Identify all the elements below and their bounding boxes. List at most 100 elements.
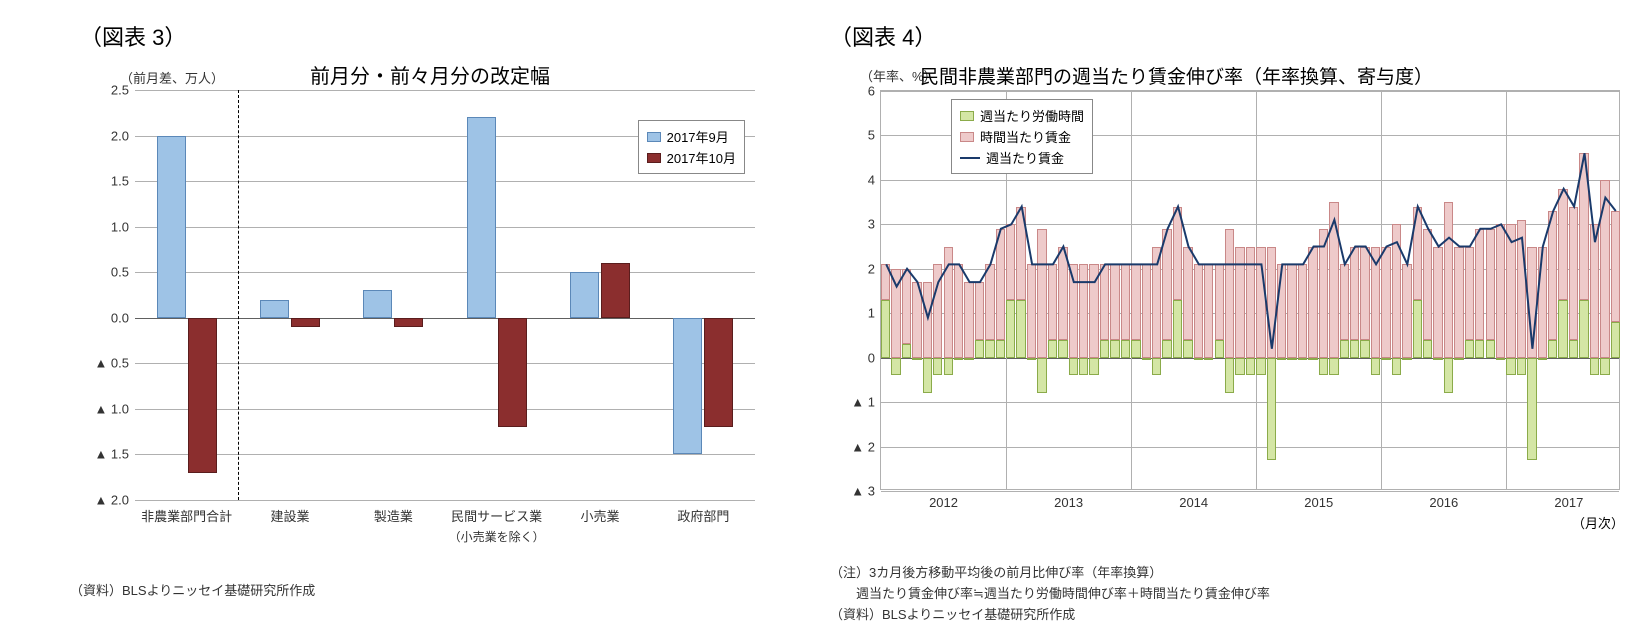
legend-label: 週当たり労働時間	[980, 106, 1084, 125]
chart-4-bar	[881, 264, 890, 300]
chart-4-bar	[1037, 358, 1046, 394]
chart-4-x-axis-label: （月次）	[1572, 513, 1624, 532]
chart-3-bar	[157, 136, 186, 318]
chart-4-bar	[1152, 247, 1161, 358]
chart-4-year-label: 2013	[1054, 489, 1083, 510]
chart-4-bar	[1454, 247, 1463, 358]
chart-4-ytick: ▲ 3	[851, 484, 881, 499]
chart-3-bar	[570, 272, 599, 318]
chart-4-bar	[954, 358, 963, 360]
chart-4-bar	[912, 282, 921, 358]
chart-4-bar	[1235, 247, 1244, 358]
chart-4-bar	[1027, 358, 1036, 360]
chart-4-bar	[1506, 224, 1515, 357]
chart-4-bar	[1131, 264, 1140, 340]
chart-3-ytick: ▲ 1.5	[94, 447, 135, 462]
chart-4-bar	[1142, 264, 1151, 357]
chart-4-bar	[1381, 247, 1390, 358]
chart-4-bar	[1277, 358, 1286, 360]
chart-4-bar	[1558, 300, 1567, 358]
chart-4-bar	[1371, 358, 1380, 376]
chart-4-ytick: 6	[868, 84, 881, 99]
chart-4-bar	[985, 340, 994, 358]
chart-4-bar	[1016, 207, 1025, 300]
chart-4-bar	[1590, 358, 1599, 376]
chart-4-bar	[1183, 247, 1192, 340]
chart-3-bar	[188, 318, 217, 473]
chart-4-bar	[1246, 247, 1255, 358]
chart-4-bar	[1204, 264, 1213, 357]
chart-4-ytick: 3	[868, 217, 881, 232]
chart-4-bar	[1016, 300, 1025, 358]
chart-4-bar	[944, 358, 953, 376]
chart-4-bar	[1173, 207, 1182, 300]
chart-3-xtick: 非農業部門合計	[135, 500, 238, 525]
chart-3-ytick: 2.0	[111, 128, 135, 143]
chart-4-bar	[1465, 340, 1474, 358]
chart-4-bar	[902, 344, 911, 357]
chart-4-bar	[1100, 264, 1109, 340]
chart-4-ytick: 2	[868, 261, 881, 276]
figure-4-panel: （図表 4） （年率、%） 民間非農業部門の週当たり賃金伸び率（年率換算、寄与度…	[800, 0, 1647, 612]
legend-label: 2017年10月	[667, 148, 736, 167]
chart-4-bar	[1506, 358, 1515, 376]
legend-line-swatch	[960, 157, 980, 159]
chart-3-bar	[673, 318, 702, 455]
chart-4-bar	[964, 358, 973, 360]
chart-4-title: 民間非農業部門の週当たり賃金伸び率（年率換算、寄与度）	[920, 62, 1433, 89]
chart-4-bar	[1256, 247, 1265, 358]
chart-4-bar	[1246, 358, 1255, 376]
chart-3-ytick: 1.5	[111, 174, 135, 189]
chart-4-bar	[1027, 264, 1036, 357]
chart-4-bar	[1162, 229, 1171, 340]
chart-4-bar	[1600, 358, 1609, 376]
chart-4-bar	[1402, 264, 1411, 357]
chart-4-bar	[1517, 220, 1526, 358]
chart-4-bar	[1225, 358, 1234, 394]
chart-4-bar	[1006, 224, 1015, 300]
chart-4-bar	[1527, 247, 1536, 358]
chart-4-bar	[891, 269, 900, 358]
chart-4-bar	[1350, 340, 1359, 358]
chart-4-bar	[1287, 358, 1296, 360]
chart-4-bar	[964, 282, 973, 358]
chart-4-bar	[1527, 358, 1536, 460]
legend-swatch	[647, 153, 661, 163]
chart-4-bar	[923, 282, 932, 358]
chart-3-xtick: 建設業	[238, 500, 341, 525]
chart-4-bar	[1381, 358, 1390, 360]
chart-3-legend: 2017年9月 2017年10月	[638, 120, 745, 174]
chart-4-bar	[1058, 247, 1067, 340]
chart-4-bar	[1433, 247, 1442, 358]
chart-4-ytick: ▲ 2	[851, 439, 881, 454]
chart-4-bar	[1444, 202, 1453, 358]
chart-4-year-label: 2016	[1429, 489, 1458, 510]
chart-3-bar	[498, 318, 527, 427]
chart-3-divider	[238, 90, 239, 500]
chart-4-year-label: 2015	[1304, 489, 1333, 510]
chart-4-bar	[881, 300, 890, 358]
chart-4-ytick: 1	[868, 306, 881, 321]
figure-3-label: （図表 3）	[80, 20, 790, 52]
chart-4-bar	[1131, 340, 1140, 358]
chart-4: （年率、%） 民間非農業部門の週当たり賃金伸び率（年率換算、寄与度） 65432…	[830, 60, 1640, 530]
chart-4-bar	[1267, 358, 1276, 460]
chart-4-bar	[1152, 358, 1161, 376]
chart-4-bar	[1225, 229, 1234, 358]
chart-4-bar	[1392, 358, 1401, 376]
chart-4-bar	[1402, 358, 1411, 360]
chart-4-year-label: 2012	[929, 489, 958, 510]
chart-4-bar	[1538, 247, 1547, 358]
chart-3-ytick: 1.0	[111, 219, 135, 234]
chart-4-bar	[1173, 300, 1182, 358]
chart-4-bar	[996, 340, 1005, 358]
chart-4-legend: 週当たり労働時間時間当たり賃金週当たり賃金	[951, 99, 1093, 174]
figure-4-label: （図表 4）	[830, 20, 1637, 52]
legend-label: 2017年9月	[667, 127, 729, 146]
chart-3-ytick: 2.5	[111, 83, 135, 98]
chart-3-ytick: ▲ 2.0	[94, 493, 135, 508]
chart-4-year-label: 2014	[1179, 489, 1208, 510]
chart-4-bar	[1121, 264, 1130, 340]
chart-4-bar	[1048, 264, 1057, 340]
chart-4-bar	[1496, 224, 1505, 357]
